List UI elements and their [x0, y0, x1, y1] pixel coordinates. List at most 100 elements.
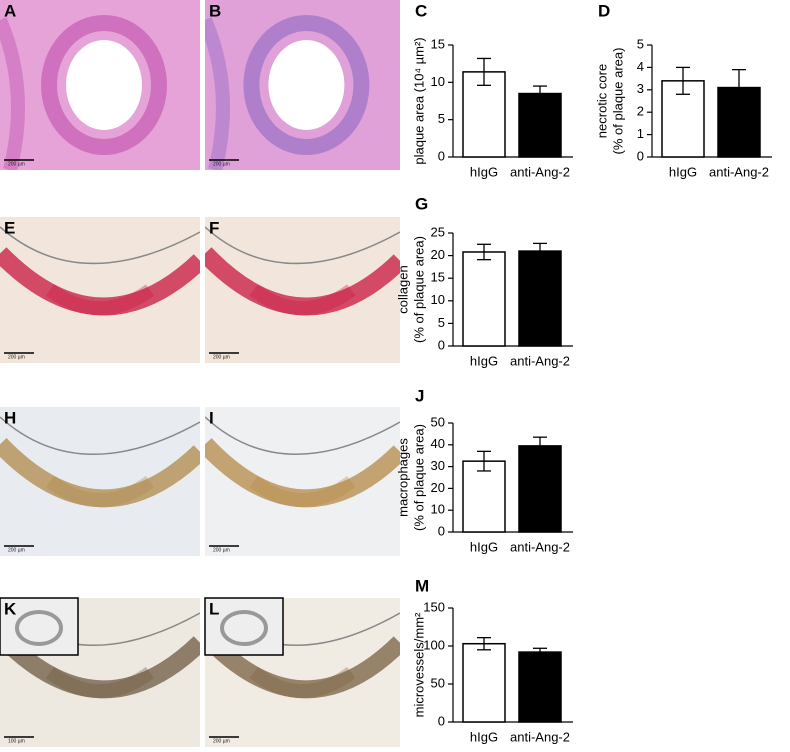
- y-axis-label: necrotic core: [594, 64, 609, 138]
- bar: [518, 92, 562, 158]
- error-bar: [732, 68, 746, 107]
- micrograph-content: [205, 407, 400, 556]
- micrograph: 100 µm: [0, 597, 200, 747]
- y-tick-label: 0: [438, 713, 445, 728]
- micrograph: 200 µm: [204, 597, 400, 747]
- y-tick-label: 10: [431, 292, 445, 307]
- y-tick-label: 50: [431, 675, 445, 690]
- vessel-wall: [0, 247, 200, 316]
- panel-letter: C: [415, 1, 427, 20]
- micrograph-content: [205, 217, 400, 363]
- x-tick-label: anti-Ang-2: [510, 539, 570, 554]
- micrograph-content: [0, 217, 200, 363]
- scale-bar-label: 200 µm: [8, 354, 25, 360]
- scale-bar-label: 200 µm: [8, 161, 25, 167]
- scale-bar-label: 100 µm: [8, 738, 25, 744]
- panel-letter: A: [4, 1, 16, 20]
- panel-letter: J: [415, 386, 424, 405]
- error-bar: [533, 436, 547, 456]
- inset-vessel: [220, 610, 268, 646]
- x-tick-label: hIgG: [669, 164, 697, 179]
- error-bar: [533, 647, 547, 657]
- y-axis-label: (% of plaque area): [610, 48, 625, 155]
- bar: [518, 651, 562, 723]
- error-bar: [477, 450, 491, 472]
- y-tick-label: 5: [438, 111, 445, 126]
- micrograph-content: [0, 407, 200, 556]
- y-axis-label: (% of plaque area): [411, 424, 426, 531]
- y-tick-label: 4: [637, 59, 644, 74]
- x-tick-label: anti-Ang-2: [510, 164, 570, 179]
- y-axis-label: plaque area (10⁴ µm²): [411, 37, 426, 164]
- panel-letter: L: [209, 599, 219, 618]
- plaque: [45, 475, 155, 507]
- y-tick-label: 40: [431, 436, 445, 451]
- panel-letter: E: [4, 218, 15, 237]
- micrograph: 200 µm: [205, 407, 400, 556]
- scale-bar-label: 200 µm: [213, 547, 230, 553]
- bar: [462, 71, 506, 158]
- tissue-fold: [205, 17, 230, 170]
- y-tick-label: 15: [431, 36, 445, 51]
- error-bar: [676, 66, 690, 95]
- y-tick-label: 2: [637, 104, 644, 119]
- error-bar: [477, 243, 491, 261]
- panel-letter: G: [415, 194, 428, 213]
- micrograph: 200 µm: [0, 407, 200, 556]
- panel-letter: B: [209, 1, 221, 20]
- bar: [462, 642, 506, 723]
- y-tick-label: 0: [438, 337, 445, 352]
- bar: [518, 445, 562, 533]
- lumen: [268, 40, 345, 130]
- plaque: [249, 284, 356, 316]
- y-tick-label: 0: [438, 148, 445, 163]
- y-tick-label: 5: [637, 36, 644, 51]
- panel-letter: M: [415, 576, 429, 595]
- panel-letter: F: [209, 218, 219, 237]
- y-tick-label: 30: [431, 458, 445, 473]
- lumen: [66, 40, 142, 130]
- plaque: [249, 666, 356, 698]
- vessel-wall: [41, 15, 167, 155]
- inset-vessel: [15, 610, 63, 646]
- y-axis-label: microvessels/mm²: [411, 612, 426, 717]
- bar: [462, 460, 506, 533]
- y-tick-label: 50: [431, 414, 445, 429]
- y-tick-label: 100: [423, 637, 445, 652]
- scale-bar-label: 200 µm: [213, 738, 230, 744]
- tissue-fold: [0, 17, 25, 170]
- plaque: [249, 475, 356, 507]
- y-tick-label: 15: [431, 270, 445, 285]
- vessel-wall: [205, 247, 400, 316]
- lumen-edge: [0, 416, 200, 455]
- y-tick-label: 10: [431, 502, 445, 517]
- x-tick-label: hIgG: [470, 539, 498, 554]
- panel-letter: K: [4, 599, 17, 618]
- y-tick-label: 0: [438, 523, 445, 538]
- error-bar: [477, 57, 491, 86]
- x-tick-label: hIgG: [470, 164, 498, 179]
- error-bar: [533, 85, 547, 102]
- micrograph-content: [205, 0, 400, 170]
- y-tick-label: 5: [438, 315, 445, 330]
- x-tick-label: anti-Ang-2: [510, 353, 570, 368]
- vessel-wall: [0, 438, 200, 508]
- x-tick-label: anti-Ang-2: [510, 729, 570, 744]
- bar: [462, 251, 506, 347]
- lumen-edge: [0, 226, 200, 265]
- y-tick-label: 150: [423, 599, 445, 614]
- plaque: [45, 284, 155, 316]
- y-tick-label: 3: [637, 81, 644, 96]
- micrograph-content: [0, 0, 200, 170]
- error-bar: [533, 242, 547, 260]
- panel-letter: D: [598, 1, 610, 20]
- panel-letter: H: [4, 408, 16, 427]
- y-tick-label: 10: [431, 74, 445, 89]
- y-tick-label: 25: [431, 224, 445, 239]
- scale-bar-label: 200 µm: [213, 161, 230, 167]
- lumen-edge: [205, 226, 400, 265]
- micrograph: 200 µm: [205, 0, 400, 170]
- micrograph: 200 µm: [0, 0, 200, 170]
- scale-bar-label: 200 µm: [8, 547, 25, 553]
